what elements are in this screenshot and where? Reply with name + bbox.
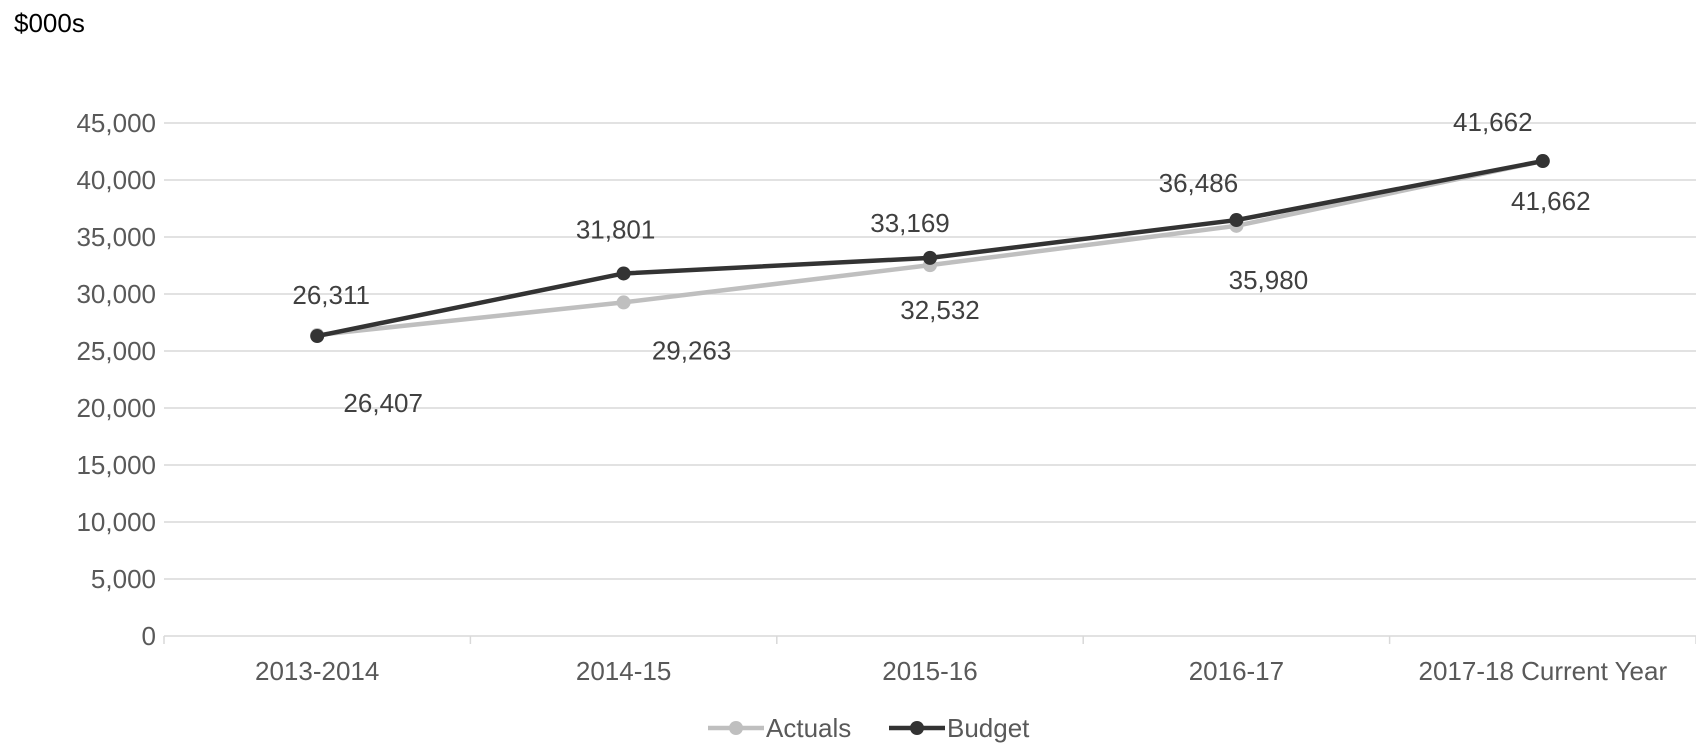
series-layer	[310, 154, 1550, 344]
legend-label-budget: Budget	[947, 713, 1030, 743]
x-tick-label: 2014-15	[576, 656, 671, 686]
data-point-budget	[923, 250, 937, 265]
x-tick-label: 2015-16	[882, 656, 977, 686]
data-label-budget: 33,169	[870, 208, 950, 238]
data-labels: 26,407 29,263 32,532 35,980 41,662 26,311 31,8…	[292, 107, 1590, 418]
data-point-budget	[616, 266, 631, 281]
legend: Actuals Budget	[708, 713, 1030, 743]
y-tick-label: 35,000	[76, 222, 156, 252]
y-tick-label: 0	[142, 621, 156, 651]
legend-marker-actuals	[729, 721, 743, 735]
data-point-budget	[1229, 213, 1244, 228]
y-tick-label: 25,000	[76, 336, 156, 366]
y-axis: 0 5,000 10,000 15,000 20,000 25,000 30,000 35,0…	[76, 108, 156, 651]
legend-label-actuals: Actuals	[766, 713, 851, 743]
data-label-budget: 31,801	[576, 214, 656, 244]
data-label-actuals: 35,980	[1229, 265, 1309, 295]
data-label-actuals: 32,532	[900, 295, 980, 325]
y-tick-label: 15,000	[76, 450, 156, 480]
x-tick-label: 2013-2014	[255, 656, 379, 686]
y-tick-label: 30,000	[76, 279, 156, 309]
x-tick-label: 2016-17	[1189, 656, 1284, 686]
gridlines	[164, 122, 1696, 580]
y-tick-label: 20,000	[76, 393, 156, 423]
data-label-actuals: 29,263	[652, 335, 732, 365]
y-tick-label: 40,000	[76, 165, 156, 195]
data-label-actuals: 26,407	[343, 388, 423, 418]
legend-marker-budget	[910, 721, 924, 735]
data-label-budget: 41,662	[1453, 107, 1533, 137]
data-label-budget: 26,311	[292, 280, 370, 310]
y-tick-label: 5,000	[91, 564, 156, 594]
y-tick-label: 45,000	[76, 108, 156, 138]
y-tick-label: 10,000	[76, 507, 156, 537]
data-point-budget	[310, 329, 325, 344]
data-label-budget: 36,486	[1159, 168, 1239, 198]
x-tick-label: 2017-18 Current Year	[1418, 656, 1667, 686]
x-axis: 2013-2014 2014-15 2015-16 2016-17 2017-18 Cu…	[163, 635, 1696, 686]
data-label-actuals: 41,662	[1511, 186, 1591, 216]
data-point-actuals	[616, 295, 631, 310]
data-point-budget	[1535, 154, 1550, 169]
unit-label: $000s	[14, 8, 85, 38]
